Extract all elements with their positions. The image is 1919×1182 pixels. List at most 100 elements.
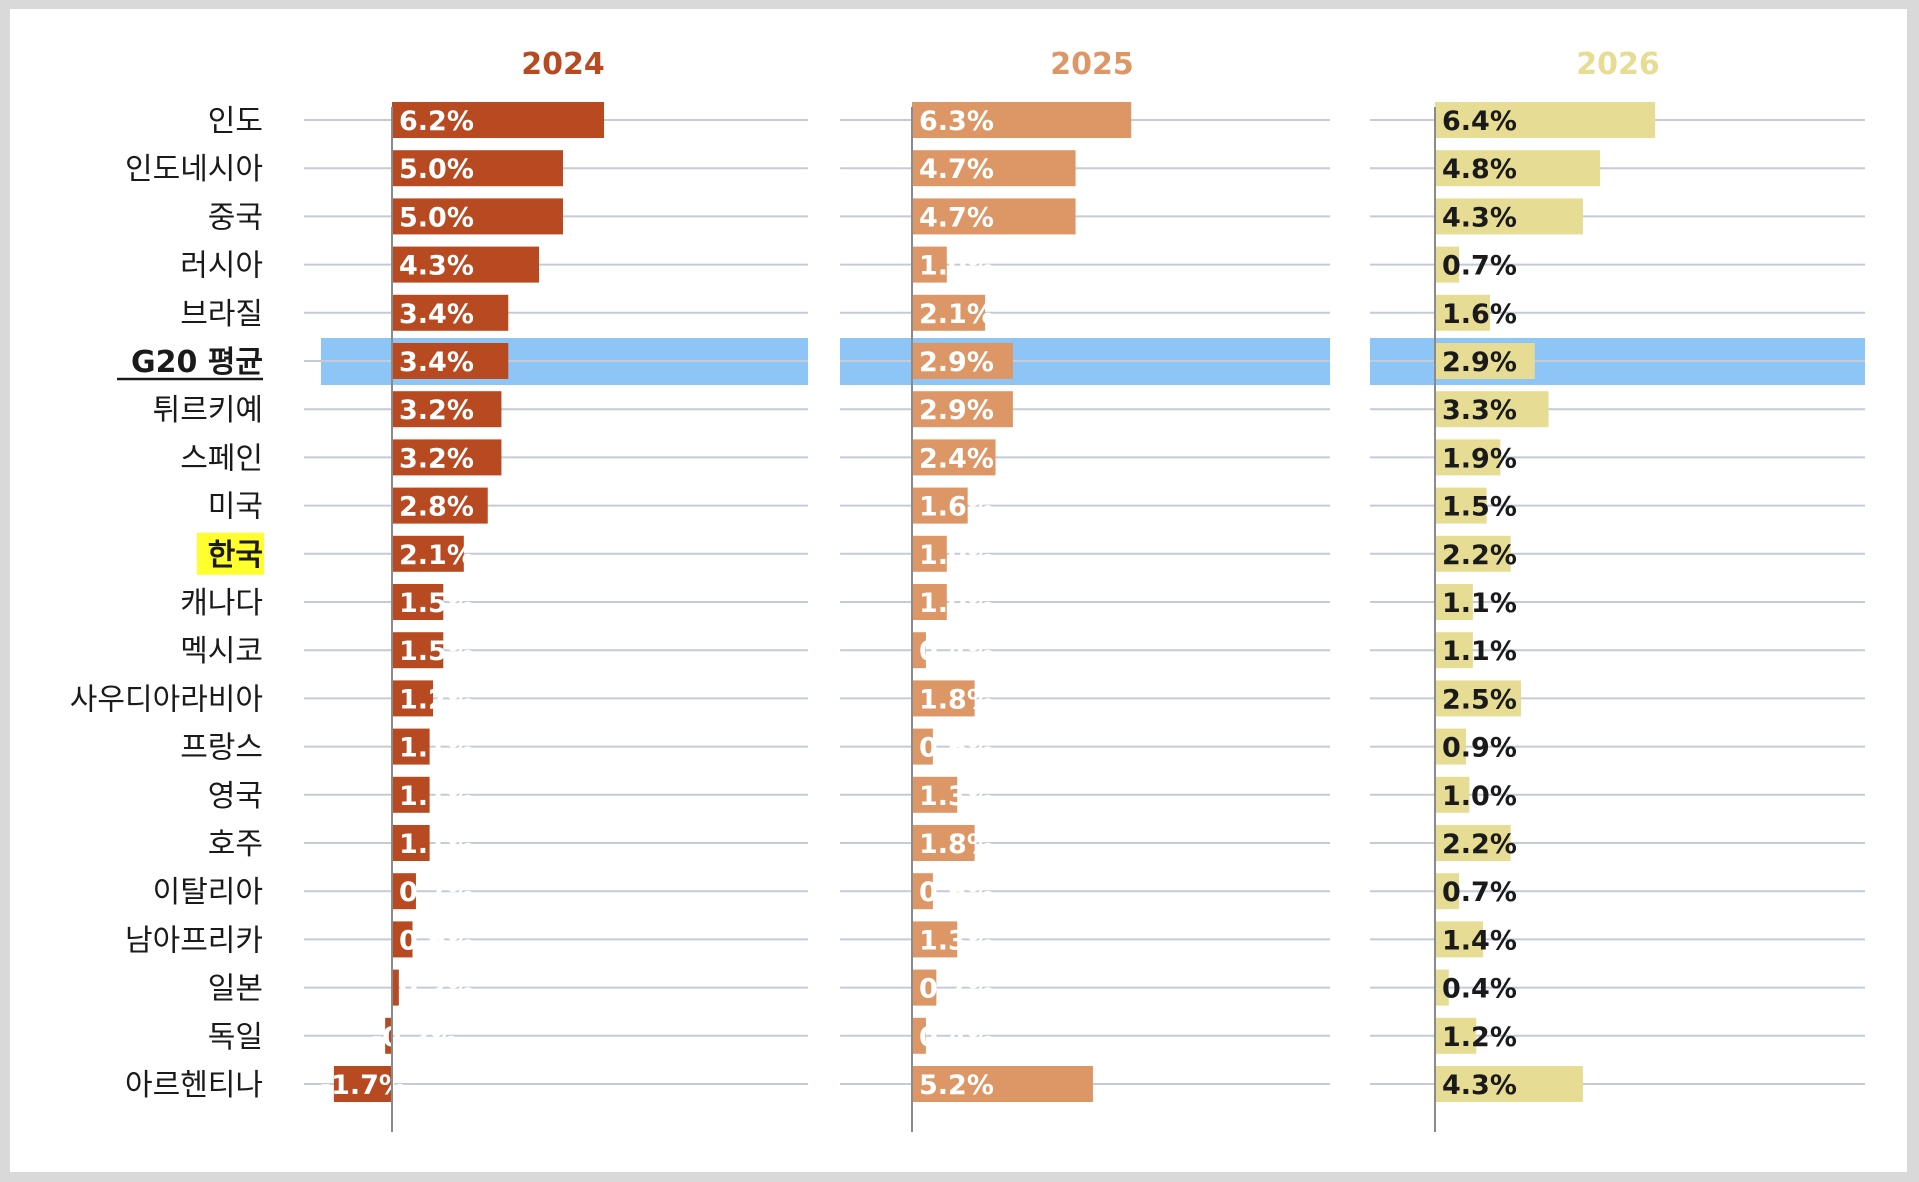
bar-2024-튀르키예	[392, 391, 502, 428]
korea-highlight	[197, 532, 264, 575]
value-label-2025: 1.3%	[919, 925, 994, 956]
bar-2025-미국	[912, 487, 968, 524]
value-label-2026: 1.1%	[1442, 588, 1517, 619]
value-label-2024: 3.4%	[399, 347, 474, 378]
value-label-2026: 3.3%	[1442, 395, 1517, 426]
country-label: 중국	[208, 200, 263, 235]
value-label-2025: 1.6%	[919, 492, 994, 523]
value-label-2025: 1.8%	[919, 829, 994, 860]
bar-2026-중국	[1435, 198, 1583, 235]
bar-2025-캐나다	[912, 584, 947, 620]
value-label-2026: 1.1%	[1442, 636, 1517, 667]
bar-2025-멕시코	[912, 632, 926, 669]
value-label-2026: 4.8%	[1442, 154, 1517, 185]
bar-2026-호주	[1435, 825, 1511, 861]
value-label-2024: 0.6%	[399, 925, 474, 956]
value-label-2026: 2.5%	[1442, 684, 1517, 715]
country-label: 일본	[208, 972, 263, 1007]
value-label-2026: 1.5%	[1442, 492, 1517, 523]
bar-2026-한국	[1435, 535, 1511, 572]
bar-2024-중국	[392, 198, 563, 235]
value-label-2025: 4.7%	[919, 154, 994, 185]
value-label-2025: 0.4%	[919, 1022, 994, 1053]
country-label: 아르헨티나	[125, 1068, 263, 1103]
value-label-2024: 5.0%	[399, 202, 474, 233]
bar-2026-남아프리카	[1435, 921, 1484, 958]
value-label-2024: 0.7%	[399, 877, 474, 908]
bar-2025-튀르키예	[912, 391, 1013, 428]
country-label: 한국	[208, 538, 263, 573]
bar-2026-영국	[1435, 776, 1470, 813]
value-label-2025: 6.3%	[919, 106, 994, 137]
value-label-2026: 0.7%	[1442, 251, 1517, 282]
bar-2024-사우디아라비아	[392, 680, 434, 717]
bar-2025-일본	[912, 969, 937, 1006]
value-label-2024: 1.1%	[399, 781, 474, 812]
value-label-2024: 2.8%	[399, 492, 474, 523]
bar-2025-중국	[912, 198, 1076, 235]
value-label-2026: 2.2%	[1442, 540, 1517, 571]
value-label-2026: 0.7%	[1442, 877, 1517, 908]
value-label-2024: -1.7%	[320, 1070, 406, 1101]
bar-2024-인도네시아	[392, 150, 563, 187]
country-label: 영국	[208, 779, 263, 814]
country-label: 이탈리아	[153, 875, 263, 910]
year-header-2025: 2025	[1050, 47, 1134, 82]
country-label: 인도	[208, 104, 263, 139]
country-label: 브라질	[180, 297, 263, 332]
bar-2024-러시아	[392, 246, 540, 283]
bar-2024-미국	[392, 487, 488, 524]
value-label-2024: 4.3%	[399, 251, 474, 282]
bar-2024-프랑스	[392, 728, 430, 765]
value-label-2026: 1.2%	[1442, 1022, 1517, 1053]
bar-2025-사우디아라비아	[912, 680, 975, 717]
bar-2025-아르헨티나	[912, 1066, 1093, 1102]
bar-2024-G20 평균	[392, 343, 509, 379]
bar-2024-인도	[392, 102, 605, 138]
country-label: G20 평균	[131, 345, 263, 380]
value-label-2025: 4.7%	[919, 202, 994, 233]
bar-2026-독일	[1435, 1017, 1477, 1054]
bar-2024-브라질	[392, 294, 509, 331]
value-label-2025: 0.6%	[919, 877, 994, 908]
value-label-2025: 1.8%	[919, 684, 994, 715]
value-label-2024: 5.0%	[399, 154, 474, 185]
bar-2026-스페인	[1435, 439, 1501, 476]
bar-2026-사우디아라비아	[1435, 680, 1521, 717]
country-label: 독일	[208, 1020, 263, 1055]
country-label: 스페인	[180, 441, 263, 476]
value-label-2026: 1.9%	[1442, 443, 1517, 474]
value-label-2025: 1.0%	[919, 540, 994, 571]
year-header-2024: 2024	[521, 47, 605, 82]
value-label-2025: 2.1%	[919, 299, 994, 330]
bar-2026-이탈리아	[1435, 873, 1460, 910]
country-label: 캐나다	[180, 586, 263, 621]
bar-2025-프랑스	[912, 728, 933, 765]
value-label-2025: 2.4%	[919, 443, 994, 474]
value-label-2025: 2.9%	[919, 395, 994, 426]
bar-2025-브라질	[912, 294, 986, 331]
bar-2025-남아프리카	[912, 921, 958, 958]
value-label-2024: 1.1%	[399, 829, 474, 860]
bar-2025-스페인	[912, 439, 996, 476]
value-label-2024: 1.5%	[399, 588, 474, 619]
value-label-2024: 3.2%	[399, 395, 474, 426]
value-label-2024: 3.2%	[399, 443, 474, 474]
value-label-2026: 0.4%	[1442, 974, 1517, 1005]
value-label-2025: 5.2%	[919, 1070, 994, 1101]
bar-2024-호주	[392, 825, 430, 861]
value-label-2024: 1.5%	[399, 636, 474, 667]
bar-2026-일본	[1435, 969, 1449, 1006]
country-label: 미국	[208, 490, 263, 525]
value-label-2024: 1.1%	[399, 733, 474, 764]
country-label: 남아프리카	[125, 923, 263, 958]
bar-2025-독일	[912, 1017, 926, 1054]
country-label: 사우디아라비아	[70, 682, 263, 717]
value-label-2024: 3.4%	[399, 299, 474, 330]
bar-2026-멕시코	[1435, 632, 1473, 669]
bar-2025-인도네시아	[912, 150, 1076, 187]
value-label-2026: 2.9%	[1442, 347, 1517, 378]
bar-2026-러시아	[1435, 246, 1460, 283]
value-label-2024: -0.2%	[371, 1022, 457, 1053]
bar-2026-캐나다	[1435, 584, 1473, 620]
